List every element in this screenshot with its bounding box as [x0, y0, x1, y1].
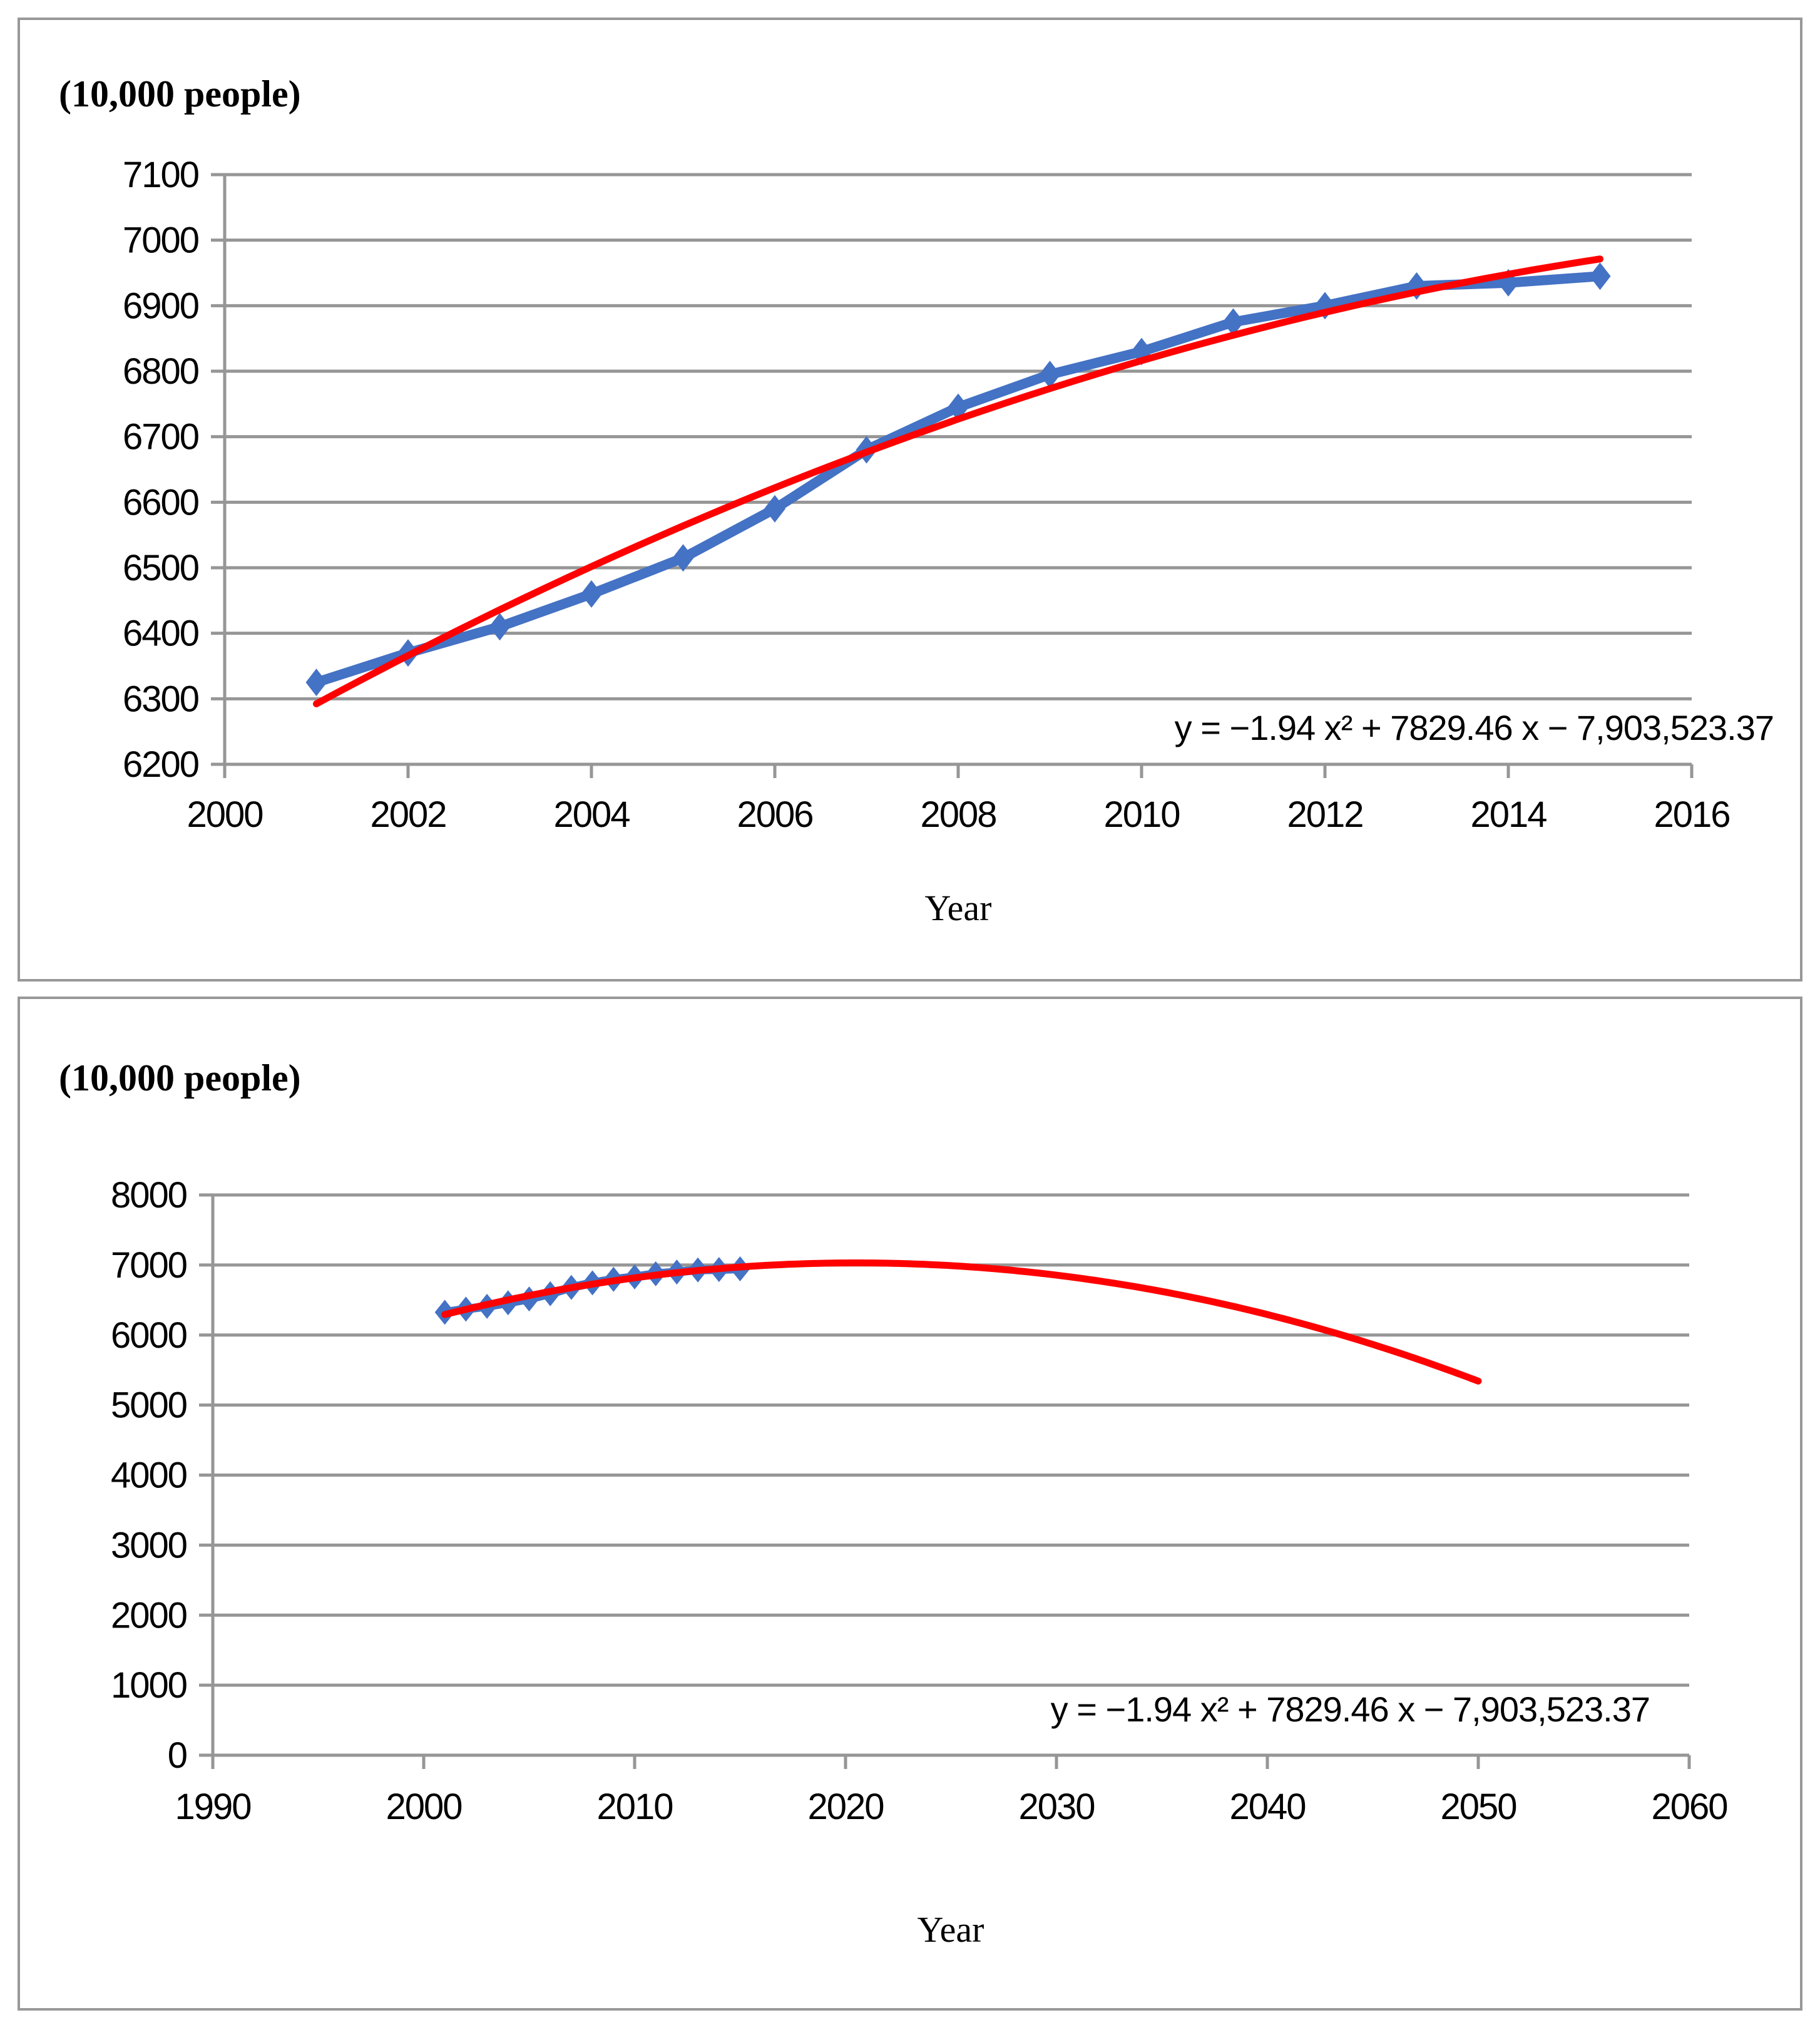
x-tick-label: 2010	[596, 1787, 672, 1827]
y-tick-label: 6900	[123, 285, 198, 326]
gridlines	[199, 1193, 1689, 1757]
x-axis-title: Year	[925, 888, 992, 928]
x-tick-label: 2060	[1651, 1787, 1727, 1827]
x-tick-label: 2050	[1440, 1787, 1516, 1827]
y-tick-label: 6300	[123, 679, 198, 719]
x-axis-ticks: 1990 2000 2010 2020 2030 2040 2050 2060	[175, 1755, 1729, 1827]
x-tick-label: 2000	[386, 1787, 461, 1827]
y-tick-label: 6000	[111, 1315, 187, 1356]
trendline	[441, 1259, 1482, 1385]
trendline-equation: y = −1.94 x² + 7829.46 x − 7,903,523.37	[1051, 1689, 1650, 1729]
diamond-marker	[305, 669, 327, 697]
x-tick-label: 2010	[1103, 794, 1179, 835]
x-axis-title: Year	[918, 1909, 984, 1950]
population-trend-chart-2000-2016: 2000 2002 2004 2006 2008 2010 2012 2014 2016 6200…	[59, 73, 1774, 928]
y-tick-label: 6200	[123, 744, 198, 785]
x-tick-label: 2006	[737, 794, 812, 835]
y-tick-label: 7100	[123, 155, 198, 195]
y-tick-label: 5000	[111, 1385, 187, 1426]
x-tick-label: 2014	[1470, 794, 1546, 835]
x-tick-label: 1990	[175, 1787, 250, 1827]
unit-label: (10,000 people)	[59, 73, 301, 115]
y-axis-labels: 6200 6300 6400 6500 6600 6700 6800 6900 7000 7100	[123, 155, 200, 785]
x-tick-label: 2000	[187, 794, 262, 835]
population-trend-chart-box: 2000 2002 2004 2006 2008 2010 2012 2014 2016 6200…	[18, 18, 1802, 982]
data-series-line	[311, 271, 1605, 688]
y-tick-label: 7000	[111, 1245, 187, 1286]
y-tick-label: 6500	[123, 548, 198, 588]
diamond-marker	[1222, 308, 1244, 336]
diamond-marker	[672, 544, 694, 572]
x-tick-label: 2016	[1654, 794, 1729, 835]
data-series-markers	[305, 262, 1611, 697]
y-tick-label: 6400	[123, 613, 198, 654]
y-tick-label: 4000	[111, 1455, 187, 1496]
x-tick-label: 2012	[1287, 794, 1362, 835]
y-tick-label: 3000	[111, 1525, 187, 1566]
y-tick-label: 6600	[123, 482, 198, 523]
x-tick-label: 2002	[370, 794, 446, 835]
diamond-marker	[581, 580, 602, 608]
y-tick-label: 0	[168, 1735, 187, 1776]
y-tick-label: 2000	[111, 1595, 187, 1636]
x-tick-label: 2040	[1229, 1787, 1305, 1827]
y-tick-label: 1000	[111, 1665, 187, 1706]
y-tick-label: 7000	[123, 220, 198, 261]
x-tick-label: 2020	[807, 1787, 883, 1827]
x-tick-label: 2008	[920, 794, 996, 835]
population-projection-chart-box: 1990 2000 2010 2020 2030 2040 2050 2060 0 1000 200…	[18, 997, 1802, 2011]
y-tick-label: 8000	[111, 1175, 187, 1216]
x-tick-label: 2030	[1018, 1787, 1094, 1827]
gridlines	[211, 173, 1692, 766]
diamond-marker	[764, 495, 785, 523]
diamond-marker	[489, 613, 511, 641]
x-tick-label: 2004	[553, 794, 630, 835]
y-tick-label: 6800	[123, 351, 198, 392]
y-axis-labels: 0 1000 2000 3000 4000 5000 6000 7000 8000	[111, 1175, 188, 1776]
diamond-marker	[1039, 361, 1061, 389]
x-axis-ticks: 2000 2002 2004 2006 2008 2010 2012 2014 2016	[187, 764, 1731, 835]
diamond-marker	[1589, 262, 1611, 290]
trendline	[313, 255, 1603, 707]
trendline-equation: y = −1.94 x² + 7829.46 x − 7,903,523.37	[1175, 708, 1774, 747]
unit-label: (10,000 people)	[59, 1057, 301, 1099]
y-tick-label: 6700	[123, 417, 198, 458]
population-projection-chart-1990-2060: 1990 2000 2010 2020 2030 2040 2050 2060 0 1000 200…	[59, 1057, 1729, 1950]
